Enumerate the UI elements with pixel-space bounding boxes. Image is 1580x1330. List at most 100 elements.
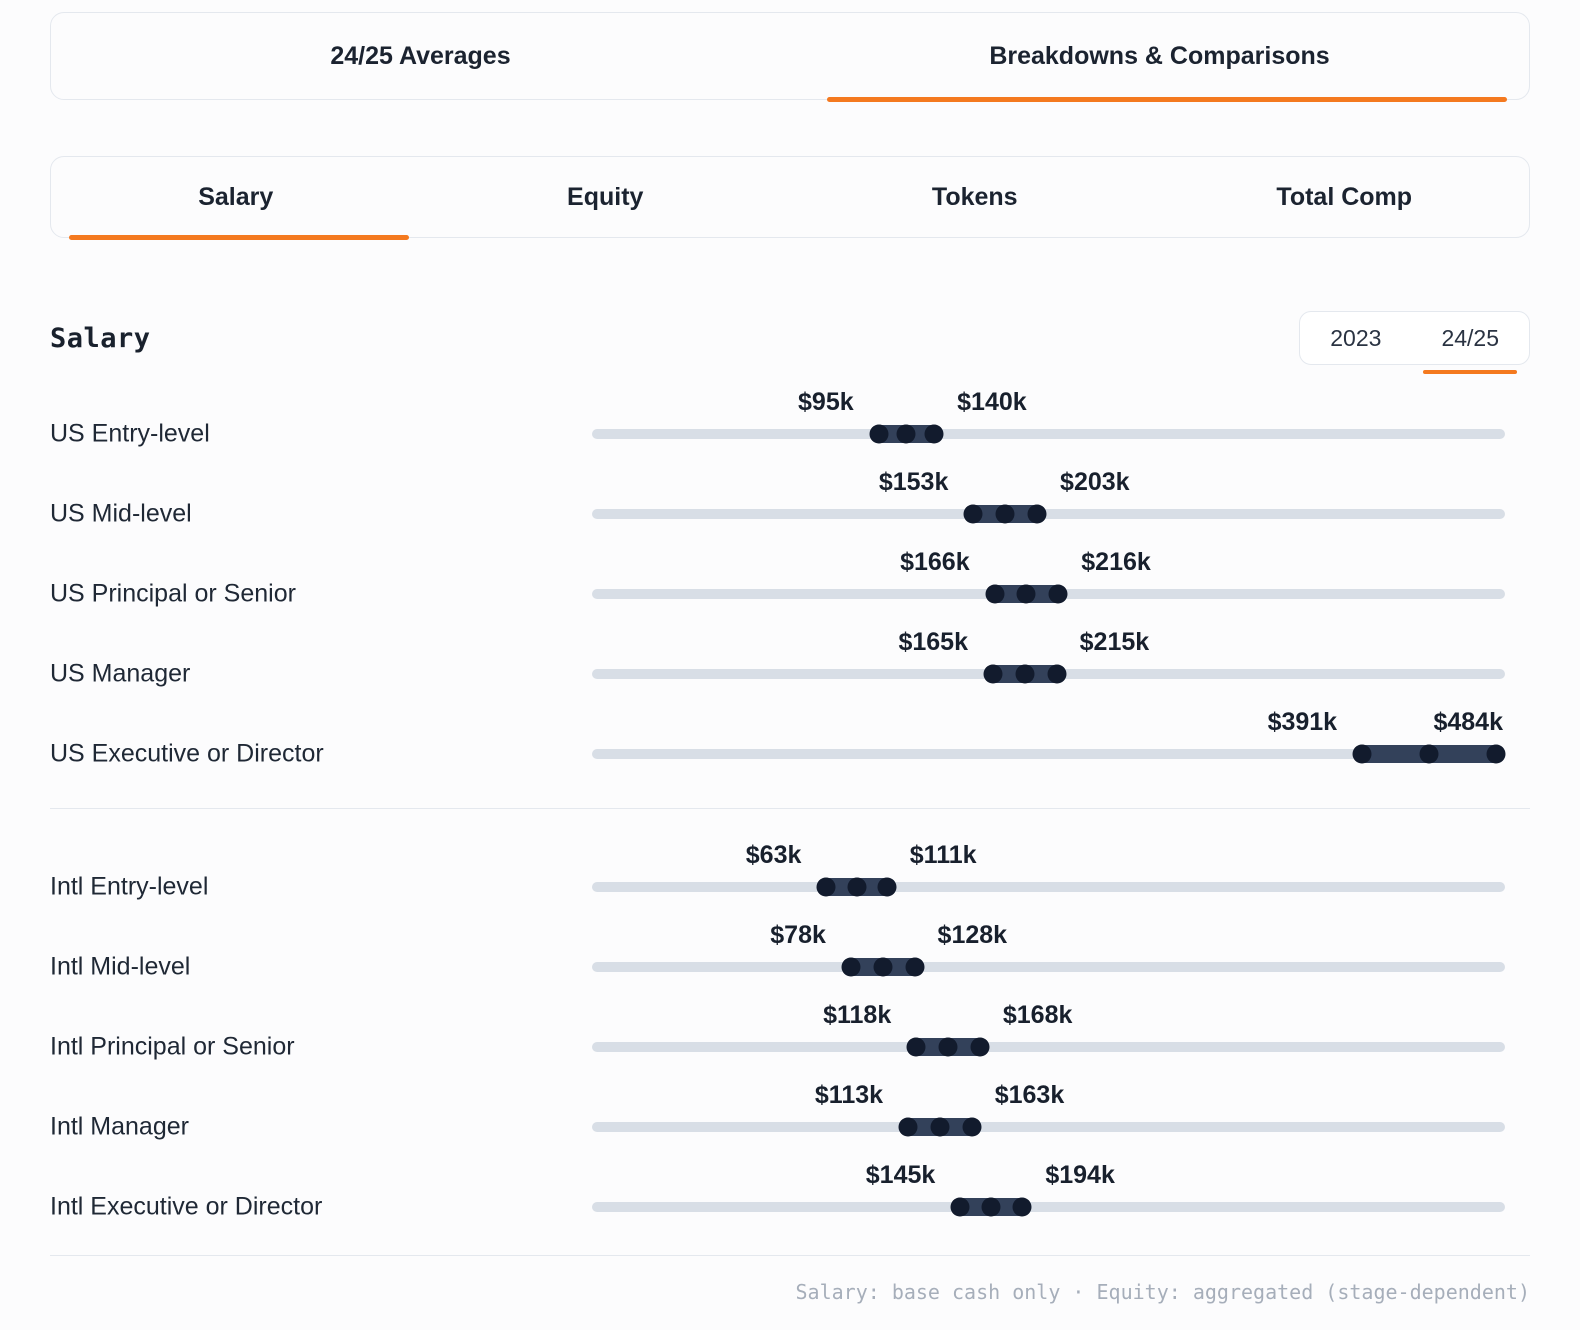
salary-row: Intl Executive or Director $145k $194k: [50, 1161, 1530, 1247]
tab-total-comp[interactable]: Total Comp: [1160, 157, 1530, 237]
slider-handle-mid[interactable]: [930, 1117, 950, 1137]
year-option-2425[interactable]: 24/25: [1411, 312, 1529, 374]
slider-range[interactable]: [985, 584, 1068, 604]
year-option-2023-label: 2023: [1330, 324, 1382, 351]
slider-handle-mid[interactable]: [896, 424, 916, 444]
salary-row: US Principal or Senior $166k $216k: [50, 548, 1530, 634]
section-title: Salary: [50, 322, 151, 354]
slider-track[interactable]: $145k $194k: [592, 1161, 1505, 1217]
tab-salary[interactable]: Salary: [51, 157, 421, 240]
salary-row: US Mid-level $153k $203k: [50, 468, 1530, 554]
slider-range[interactable]: [906, 1037, 990, 1057]
row-label: US Entry-level: [50, 419, 210, 448]
active-tab-underline: [826, 97, 1507, 102]
tab-salary-label: Salary: [198, 182, 274, 211]
slider-handle-mid[interactable]: [1015, 664, 1035, 684]
slider-handle-low[interactable]: [1352, 744, 1372, 764]
tab-tokens[interactable]: Tokens: [790, 157, 1160, 237]
slider-handle-high[interactable]: [1012, 1197, 1032, 1217]
slider-handle-high[interactable]: [905, 957, 925, 977]
footnote-text: Salary: base cash only · Equity: aggrega…: [795, 1280, 1530, 1304]
slider-handle-mid[interactable]: [1016, 584, 1036, 604]
slider-handle-mid[interactable]: [981, 1197, 1001, 1217]
year-toggle: 2023 24/25: [1299, 311, 1530, 374]
salary-row: Intl Manager $113k $163k: [50, 1081, 1530, 1167]
row-label: Intl Mid-level: [50, 952, 191, 981]
slider-range[interactable]: [816, 877, 897, 897]
tab-tokens-label: Tokens: [931, 182, 1018, 211]
year-option-2023[interactable]: 2023: [1300, 312, 1411, 364]
slider-track[interactable]: $391k $484k: [592, 708, 1506, 764]
slider-track[interactable]: $78k $128k: [592, 921, 1505, 977]
low-value-label: $153k: [878, 468, 949, 496]
slider-range[interactable]: [983, 664, 1067, 684]
slider-handle-low[interactable]: [898, 1117, 918, 1137]
slider-range[interactable]: [1352, 744, 1506, 764]
row-label: Intl Entry-level: [50, 872, 209, 901]
slider-handle-high[interactable]: [1048, 584, 1068, 604]
slider-handle-low[interactable]: [869, 424, 889, 444]
slider-handle-high[interactable]: [962, 1117, 982, 1137]
slider-track[interactable]: $63k $111k: [592, 841, 1505, 897]
row-label: Intl Manager: [50, 1112, 189, 1141]
high-value-label: $140k: [957, 388, 1027, 416]
high-value-label: $163k: [994, 1081, 1065, 1109]
slider-handle-mid[interactable]: [847, 877, 867, 897]
active-metric-underline: [69, 235, 410, 240]
slider-range[interactable]: [841, 957, 925, 977]
slider-handle-low[interactable]: [983, 664, 1003, 684]
salary-row: US Manager $165k $215k: [50, 628, 1530, 714]
low-value-label: $118k: [823, 1001, 892, 1029]
high-value-label: $484k: [1433, 708, 1503, 736]
salary-row: Intl Principal or Senior $118k $168k: [50, 1001, 1530, 1087]
slider-handle-low[interactable]: [816, 877, 836, 897]
slider-handle-mid[interactable]: [938, 1037, 958, 1057]
slider-handle-low[interactable]: [841, 957, 861, 977]
low-value-label: $63k: [745, 841, 802, 869]
metric-tabs: Salary Equity Tokens Total Comp: [50, 156, 1530, 240]
slider-handle-mid[interactable]: [995, 504, 1015, 524]
tab-equity-label: Equity: [567, 182, 644, 211]
slider-handle-mid[interactable]: [873, 957, 893, 977]
tab-breakdowns-comparisons-label: Breakdowns & Comparisons: [989, 41, 1330, 70]
slider-handle-low[interactable]: [950, 1197, 970, 1217]
high-value-label: $216k: [1081, 548, 1151, 576]
slider-handle-low[interactable]: [963, 504, 983, 524]
slider-range[interactable]: [898, 1117, 982, 1137]
slider-handle-low[interactable]: [906, 1037, 926, 1057]
slider-track[interactable]: $165k $215k: [592, 628, 1505, 684]
slider-handle-high[interactable]: [1027, 504, 1047, 524]
slider-range[interactable]: [869, 424, 944, 444]
row-label: Intl Executive or Director: [50, 1192, 323, 1221]
slider-track[interactable]: $153k $203k: [592, 468, 1505, 524]
tab-2425-averages[interactable]: 24/25 Averages: [51, 13, 790, 99]
slider-track[interactable]: $95k $140k: [592, 388, 1505, 444]
salary-row: Intl Entry-level $63k $111k: [50, 841, 1530, 927]
footnote: Salary: base cash only · Equity: aggrega…: [50, 1255, 1530, 1304]
slider-handle-high[interactable]: [877, 877, 897, 897]
row-label: US Mid-level: [50, 499, 192, 528]
slider-track[interactable]: $118k $168k: [592, 1001, 1505, 1057]
salary-row: US Executive or Director $391k $484k: [50, 708, 1530, 794]
slider-handle-high[interactable]: [1047, 664, 1067, 684]
slider-handle-high[interactable]: [924, 424, 944, 444]
slider-range[interactable]: [963, 504, 1047, 524]
low-value-label: $113k: [814, 1081, 884, 1109]
section-header: Salary 2023 24/25: [50, 310, 1530, 374]
slider-handle-high[interactable]: [970, 1037, 990, 1057]
slider-track[interactable]: $166k $216k: [592, 548, 1505, 604]
low-value-label: $165k: [898, 628, 968, 656]
tab-breakdowns-comparisons[interactable]: Breakdowns & Comparisons: [790, 13, 1529, 102]
high-value-label: $128k: [937, 921, 1008, 949]
row-label: US Executive or Director: [50, 739, 324, 768]
high-value-label: $194k: [1045, 1161, 1115, 1189]
view-tabs: 24/25 Averages Breakdowns & Comparisons: [50, 12, 1530, 102]
low-value-label: $78k: [770, 921, 826, 949]
slider-handle-high[interactable]: [1486, 744, 1506, 764]
slider-track[interactable]: $113k $163k: [592, 1081, 1505, 1137]
slider-handle-low[interactable]: [985, 584, 1005, 604]
tab-equity[interactable]: Equity: [421, 157, 791, 237]
slider-handle-mid[interactable]: [1419, 744, 1439, 764]
slider-range[interactable]: [950, 1197, 1032, 1217]
